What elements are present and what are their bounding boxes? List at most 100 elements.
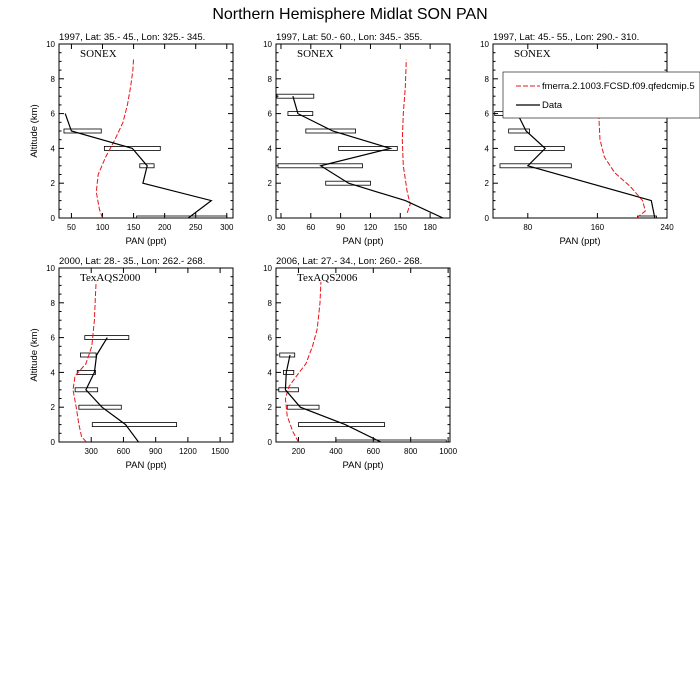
campaign-label: TexAQS2006 [297,272,358,284]
figure-title: Northern Hemisphere Midlat SON PAN [212,6,487,23]
range-box [76,369,96,375]
y-tick-label: 0 [268,438,273,447]
campaign-label: TexAQS2000 [80,272,141,284]
y-tick-label: 8 [485,75,490,84]
x-tick-label: 150 [394,223,408,232]
y-tick-label: 10 [263,264,272,273]
x-tick-label: 800 [404,447,418,456]
range-box [91,422,178,428]
plot-frame [275,267,451,443]
y-tick-label: 6 [51,110,56,119]
x-tick-label: 180 [423,223,437,232]
x-tick-label: 60 [306,223,315,232]
x-tick-label: 100 [96,223,110,232]
y-tick-label: 6 [51,334,56,343]
legend-model-label: fmerra.2.1003.FCSD.f09.qfedcmip.5 [542,81,695,92]
model-line [95,57,135,218]
data-line [284,354,382,442]
y-tick-label: 8 [51,299,56,308]
y-tick-label: 4 [268,368,273,377]
model-line [401,59,411,213]
x-tick-label: 900 [149,447,163,456]
y-tick-label: 0 [51,214,56,223]
plot-frame [58,43,234,219]
campaign-label: SONEX [80,48,117,60]
panel-5: 2006, Lat: 27.- 34., Lon: 260.- 268. 0 2 4 6… [263,256,457,471]
x-tick-label: 1500 [211,447,229,456]
panel-3: 1997, Lat: 45.- 55., Lon: 290.- 310. 0 2 4 6… [480,32,700,247]
panels: 1997, Lat: 35.- 45., Lon: 325.- 345. 0 2 4 6… [29,32,700,471]
panel-1: 1997, Lat: 35.- 45., Lon: 325.- 345. 0 2 4 6… [29,32,234,247]
x-tick-label: 1000 [439,447,457,456]
x-tick-label: 150 [127,223,141,232]
y-tick-label: 4 [51,144,56,153]
plot-frame [58,267,234,443]
y-tick-label: 0 [268,214,273,223]
x-tick-label: 240 [660,223,674,232]
legend-data-label: Data [542,100,563,111]
y-tick-label: 10 [46,40,55,49]
legend-box [502,71,700,119]
x-tick-label: 120 [364,223,378,232]
y-tick-label: 8 [268,299,273,308]
x-axis-label: PAN (ppt) [125,236,166,247]
range-box [508,128,530,134]
panel-4: 2000, Lat: 28.- 35., Lon: 262.- 268. 0 2 4 6… [29,256,234,471]
panel-subtitle: 2006, Lat: 27.- 34., Lon: 260.- 268. [276,256,422,267]
range-box [279,352,296,358]
y-tick-label: 2 [51,403,56,412]
x-axis-label: PAN (ppt) [559,236,600,247]
range-box [84,335,130,341]
y-tick-label: 10 [46,264,55,273]
x-tick-label: 300 [85,447,99,456]
panel-subtitle: 1997, Lat: 45.- 55., Lon: 290.- 310. [493,32,639,43]
x-tick-label: 200 [158,223,172,232]
y-axis-label: Altitude (km) [29,104,40,157]
y-tick-label: 2 [485,179,490,188]
x-tick-label: 1200 [179,447,197,456]
x-tick-label: 400 [329,447,343,456]
range-box [338,145,398,151]
x-tick-label: 160 [591,223,605,232]
x-tick-label: 600 [117,447,131,456]
range-box [276,93,315,99]
panel-subtitle: 2000, Lat: 28.- 35., Lon: 262.- 268. [59,256,205,267]
x-tick-label: 50 [67,223,76,232]
data-line [292,96,444,218]
y-axis-label: Altitude (km) [29,328,40,381]
range-box [283,369,295,375]
x-axis-label: PAN (ppt) [342,236,383,247]
model-line [284,281,322,442]
range-box [305,128,356,134]
range-box [277,163,363,169]
plot-data [276,59,444,218]
x-tick-label: 600 [367,447,381,456]
range-box [325,180,371,186]
y-tick-label: 4 [268,144,273,153]
y-tick-label: 6 [268,110,273,119]
panel-subtitle: 1997, Lat: 35.- 45., Lon: 325.- 345. [59,32,205,43]
range-box [63,128,102,134]
y-tick-label: 0 [485,214,490,223]
range-box [514,145,565,151]
plot-frame [492,43,668,219]
x-tick-label: 80 [523,223,532,232]
y-tick-label: 2 [268,403,273,412]
plot-frame [275,43,451,219]
range-box [499,163,572,169]
y-tick-label: 4 [51,368,56,377]
plot-data [278,281,447,442]
plot-data [72,281,178,442]
y-tick-label: 8 [268,75,273,84]
campaign-label: SONEX [297,48,334,60]
y-tick-label: 8 [51,75,56,84]
y-tick-label: 2 [51,179,56,188]
range-box [287,111,314,116]
y-tick-label: 6 [268,334,273,343]
range-box [637,215,657,218]
y-tick-label: 10 [480,40,489,49]
range-box [103,145,161,151]
range-box [136,215,228,218]
campaign-label: SONEX [514,48,551,60]
